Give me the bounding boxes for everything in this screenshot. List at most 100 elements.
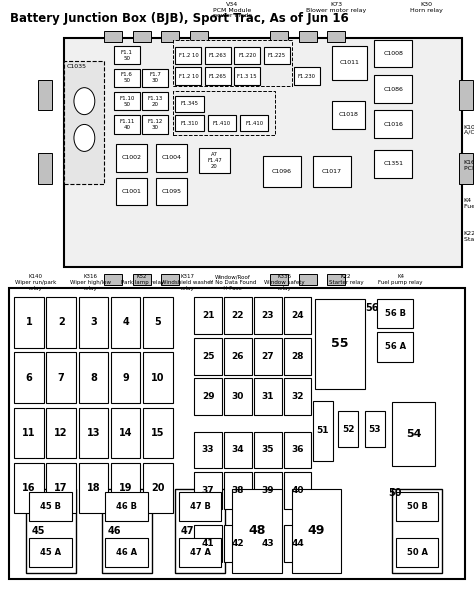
Text: F1.1
50: F1.1 50 <box>121 50 133 61</box>
Text: 10: 10 <box>151 373 164 383</box>
Text: 35: 35 <box>262 446 274 454</box>
Text: 36: 36 <box>292 446 304 454</box>
Text: K30
Horn relay: K30 Horn relay <box>410 2 443 13</box>
Text: 7: 7 <box>58 373 64 383</box>
Bar <box>143 297 173 348</box>
Bar <box>374 75 412 103</box>
Text: 31: 31 <box>262 392 274 401</box>
Bar <box>194 297 222 334</box>
Bar <box>79 463 108 513</box>
Text: K73
Blower motor relay: K73 Blower motor relay <box>306 2 367 13</box>
Text: 43: 43 <box>262 539 274 548</box>
Bar <box>284 432 311 468</box>
Text: 8: 8 <box>90 373 97 383</box>
Bar <box>332 101 365 129</box>
Text: 56 B: 56 B <box>384 309 406 318</box>
Text: 15: 15 <box>151 428 164 438</box>
Text: 29: 29 <box>202 392 214 401</box>
Bar <box>46 352 76 403</box>
Text: F1.12
30: F1.12 30 <box>147 119 163 130</box>
Text: 27: 27 <box>262 352 274 360</box>
Bar <box>79 408 108 458</box>
Bar <box>64 61 104 184</box>
Bar <box>392 402 435 466</box>
Bar <box>284 338 311 375</box>
Text: 45 B: 45 B <box>40 502 61 511</box>
Text: 56 A: 56 A <box>384 343 406 351</box>
Text: 13: 13 <box>87 428 100 438</box>
Bar <box>224 338 252 375</box>
Bar <box>254 525 282 562</box>
Bar <box>114 69 140 87</box>
Text: 26: 26 <box>232 352 244 360</box>
Bar <box>111 297 140 348</box>
Bar <box>208 115 236 131</box>
Text: 2: 2 <box>58 318 64 327</box>
Text: F1.410: F1.410 <box>213 121 231 126</box>
Text: 37: 37 <box>202 486 214 495</box>
Text: 17: 17 <box>55 483 68 493</box>
Bar <box>377 332 413 362</box>
Bar <box>29 492 72 521</box>
Text: C1096: C1096 <box>272 169 292 174</box>
Bar <box>374 110 412 138</box>
Text: F1.3 15: F1.3 15 <box>237 74 257 78</box>
Bar <box>374 150 412 178</box>
Bar <box>64 38 462 267</box>
Bar <box>284 297 311 334</box>
Text: 23: 23 <box>262 311 274 320</box>
Text: 22: 22 <box>232 311 244 320</box>
Bar <box>116 178 147 205</box>
Text: C1351: C1351 <box>383 161 403 167</box>
Text: F1.2 10: F1.2 10 <box>179 53 198 58</box>
Text: 34: 34 <box>232 446 244 454</box>
Bar <box>156 144 187 172</box>
Text: 33: 33 <box>202 446 214 454</box>
Text: K336
Window safety
relay: K336 Window safety relay <box>264 274 305 291</box>
Bar <box>396 538 438 567</box>
Bar <box>179 538 221 567</box>
Bar <box>392 489 442 573</box>
Text: F1.6
50: F1.6 50 <box>121 72 133 83</box>
Bar <box>232 489 282 573</box>
Text: 41: 41 <box>202 539 214 548</box>
Bar <box>14 297 44 348</box>
Bar <box>299 31 317 42</box>
Text: 6: 6 <box>26 373 32 383</box>
Text: 30: 30 <box>232 392 244 401</box>
Bar <box>299 274 317 285</box>
Text: F1.225: F1.225 <box>267 53 286 58</box>
Text: 51: 51 <box>317 427 329 435</box>
Bar <box>175 67 201 85</box>
Text: F1.11
40: F1.11 40 <box>119 119 135 130</box>
Bar <box>14 463 44 513</box>
Text: 45: 45 <box>32 526 45 536</box>
Text: F1.310: F1.310 <box>181 121 199 126</box>
Bar <box>142 69 168 87</box>
Text: F1.13
20: F1.13 20 <box>147 96 163 107</box>
Bar <box>332 46 367 80</box>
Text: 40: 40 <box>292 486 304 495</box>
Bar <box>240 115 268 131</box>
Text: K107
A/C clutch relay: K107 A/C clutch relay <box>464 124 474 135</box>
Bar <box>270 274 288 285</box>
Bar <box>111 352 140 403</box>
Text: 9: 9 <box>122 373 129 383</box>
Text: 50 B: 50 B <box>407 502 428 511</box>
Bar <box>194 378 222 415</box>
Bar <box>38 153 52 184</box>
Text: 47 A: 47 A <box>190 548 210 557</box>
Bar <box>263 156 301 187</box>
Text: K317
Windshield washer
relay: K317 Windshield washer relay <box>161 274 213 291</box>
Bar <box>46 408 76 458</box>
Text: 42: 42 <box>232 539 244 548</box>
Bar <box>374 40 412 67</box>
Bar <box>194 338 222 375</box>
Text: 47: 47 <box>181 526 194 536</box>
Text: 11: 11 <box>22 428 36 438</box>
Bar <box>142 115 168 134</box>
Bar <box>26 489 76 573</box>
Bar <box>377 299 413 328</box>
Text: C1016: C1016 <box>383 121 403 127</box>
Bar <box>46 297 76 348</box>
